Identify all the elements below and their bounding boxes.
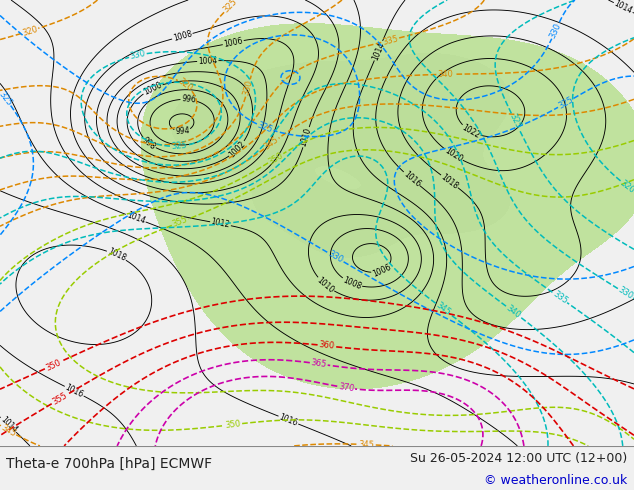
Text: 1014: 1014	[371, 40, 386, 61]
Text: 355: 355	[50, 391, 68, 407]
Text: 1014: 1014	[125, 211, 146, 226]
Text: 345: 345	[0, 422, 18, 438]
Text: 350: 350	[225, 419, 242, 430]
Text: 1006: 1006	[223, 36, 243, 49]
Text: 325: 325	[508, 112, 523, 130]
Text: 1018: 1018	[106, 247, 127, 263]
Text: Theta-e 700hPa [hPa] ECMWF: Theta-e 700hPa [hPa] ECMWF	[6, 457, 212, 470]
Text: 1018: 1018	[439, 172, 460, 191]
Text: 355: 355	[171, 215, 189, 229]
Text: 996: 996	[181, 95, 197, 105]
Text: 1016: 1016	[401, 170, 422, 189]
Text: 1002: 1002	[228, 139, 247, 159]
Text: 330: 330	[326, 249, 344, 265]
Text: 325: 325	[557, 95, 575, 111]
Text: 325: 325	[221, 0, 239, 15]
Text: 325: 325	[0, 89, 14, 107]
Text: 1014: 1014	[0, 415, 18, 435]
Text: 340: 340	[437, 70, 453, 79]
Text: 1012: 1012	[210, 218, 231, 230]
Text: 330: 330	[548, 22, 563, 40]
Text: 1008: 1008	[341, 275, 363, 291]
Text: 370: 370	[337, 382, 354, 393]
Text: 1016: 1016	[63, 383, 85, 399]
Text: 345: 345	[262, 135, 280, 152]
Text: 360: 360	[318, 341, 335, 351]
Text: 365: 365	[310, 358, 327, 369]
Text: 320: 320	[21, 24, 39, 38]
Text: 330: 330	[242, 79, 254, 97]
Text: 320: 320	[176, 76, 195, 94]
Text: 1010: 1010	[315, 275, 336, 294]
Text: 345: 345	[434, 300, 452, 317]
Text: 1014: 1014	[612, 0, 634, 16]
Text: 1006: 1006	[371, 262, 392, 279]
Text: 1022: 1022	[460, 122, 481, 140]
Text: 350: 350	[266, 150, 285, 166]
Text: 345: 345	[359, 440, 375, 449]
Text: 320: 320	[619, 178, 634, 195]
Text: 335: 335	[381, 34, 399, 47]
Text: 1010: 1010	[299, 127, 313, 147]
Text: © weatheronline.co.uk: © weatheronline.co.uk	[484, 474, 628, 487]
Text: 340: 340	[504, 303, 522, 320]
Text: 325: 325	[256, 121, 274, 135]
Text: Su 26-05-2024 12:00 UTC (12+00): Su 26-05-2024 12:00 UTC (12+00)	[410, 452, 628, 465]
Text: 330: 330	[616, 285, 634, 301]
Text: 1020: 1020	[443, 146, 464, 164]
Text: 325: 325	[171, 141, 187, 151]
Text: 1000: 1000	[142, 80, 164, 97]
Text: 1008: 1008	[172, 29, 193, 43]
Text: 330: 330	[129, 49, 146, 61]
Text: 1004: 1004	[198, 56, 217, 66]
Text: 335: 335	[551, 289, 569, 306]
Text: 998: 998	[141, 135, 157, 151]
Text: 994: 994	[175, 126, 190, 136]
Text: 1016: 1016	[278, 413, 299, 428]
Text: 350: 350	[44, 358, 62, 372]
